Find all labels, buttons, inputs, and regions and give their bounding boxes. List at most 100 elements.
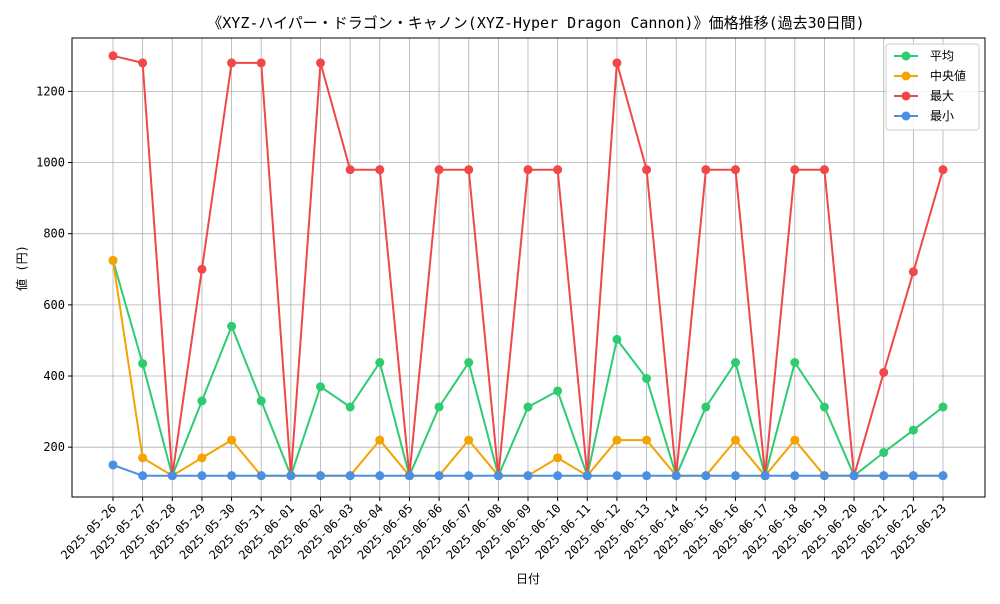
data-point (731, 358, 740, 368)
data-point (227, 435, 237, 445)
data-point (612, 334, 622, 344)
data-point (345, 471, 355, 481)
legend-item: 最大 (894, 89, 954, 103)
data-point (612, 471, 622, 481)
data-point (316, 382, 325, 392)
y-tick-label: 1200 (36, 84, 65, 98)
data-point (375, 471, 385, 481)
data-point (375, 358, 385, 368)
data-point (227, 321, 237, 331)
data-point (849, 471, 859, 481)
data-point (908, 425, 918, 435)
data-point (197, 264, 207, 274)
legend-label: 最小 (930, 109, 954, 123)
data-point (642, 374, 652, 384)
y-tick-label: 800 (43, 227, 65, 241)
data-point (908, 471, 918, 481)
data-point (701, 471, 711, 481)
data-point (612, 58, 622, 68)
data-point (553, 165, 563, 175)
data-point (434, 471, 444, 481)
data-point (138, 471, 148, 481)
legend-box (885, 43, 980, 131)
data-point (642, 471, 652, 481)
data-point (227, 58, 237, 68)
data-point (108, 460, 118, 470)
data-point (790, 165, 800, 175)
data-point (760, 471, 770, 481)
data-point (819, 165, 829, 175)
data-point (553, 386, 563, 396)
chart-title: 《XYZ-ハイパー・ドラゴン・キャノン(XYZ-Hyper Dragon Can… (207, 14, 864, 32)
data-point (731, 471, 740, 481)
data-point (523, 402, 533, 412)
legend-label: 最大 (930, 89, 954, 103)
grid (72, 38, 985, 497)
y-axis-title: 値 (円) (14, 245, 29, 291)
data-point (434, 402, 444, 412)
data-point (256, 58, 266, 68)
y-tick-label: 400 (43, 369, 65, 383)
data-point (612, 435, 622, 445)
legend-item: 中央値 (894, 68, 966, 83)
series-3 (108, 460, 948, 481)
data-point (731, 435, 740, 445)
data-point (464, 358, 474, 368)
data-point (256, 471, 266, 481)
data-point (227, 471, 237, 481)
data-point (908, 267, 918, 277)
data-point (345, 165, 355, 175)
x-axis-title: 日付 (516, 572, 540, 586)
data-point (523, 471, 533, 481)
data-point (523, 165, 533, 175)
legend-label: 中央値 (930, 68, 966, 83)
data-point (464, 165, 474, 175)
data-point (375, 435, 385, 445)
data-point (819, 471, 829, 481)
data-point (197, 471, 207, 481)
plot-frame (71, 37, 986, 498)
data-point (731, 165, 740, 175)
data-point (197, 453, 207, 463)
legend-label: 平均 (930, 49, 954, 63)
data-point (316, 58, 325, 68)
data-point (286, 471, 296, 481)
legend-swatch-marker (901, 71, 911, 81)
data-point (316, 471, 325, 481)
data-point (464, 435, 474, 445)
data-point (879, 367, 889, 377)
legend-swatch-marker (901, 91, 911, 101)
data-point (642, 435, 652, 445)
data-point (464, 471, 474, 481)
legend-item: 平均 (894, 49, 954, 63)
data-point (404, 471, 414, 481)
legend-item: 最小 (894, 109, 954, 123)
y-tick-label: 200 (43, 440, 65, 454)
data-point (701, 165, 711, 175)
series-lines (108, 51, 948, 481)
data-point (790, 358, 800, 368)
data-point (493, 471, 503, 481)
data-point (434, 165, 444, 175)
data-point (138, 58, 148, 68)
data-point (108, 255, 118, 265)
axes: 200400600800100012002025-05-262025-05-27… (36, 37, 986, 562)
data-point (256, 396, 266, 406)
data-point (553, 471, 563, 481)
data-point (938, 471, 948, 481)
data-point (642, 165, 652, 175)
y-tick-label: 600 (43, 298, 65, 312)
data-point (938, 402, 948, 412)
data-point (167, 471, 177, 481)
data-point (582, 471, 592, 481)
data-point (553, 453, 563, 463)
y-tick-label: 1000 (36, 156, 65, 170)
legend-swatch-marker (901, 111, 911, 121)
data-point (790, 471, 800, 481)
data-point (108, 51, 118, 61)
data-point (938, 165, 948, 175)
data-point (197, 396, 207, 406)
